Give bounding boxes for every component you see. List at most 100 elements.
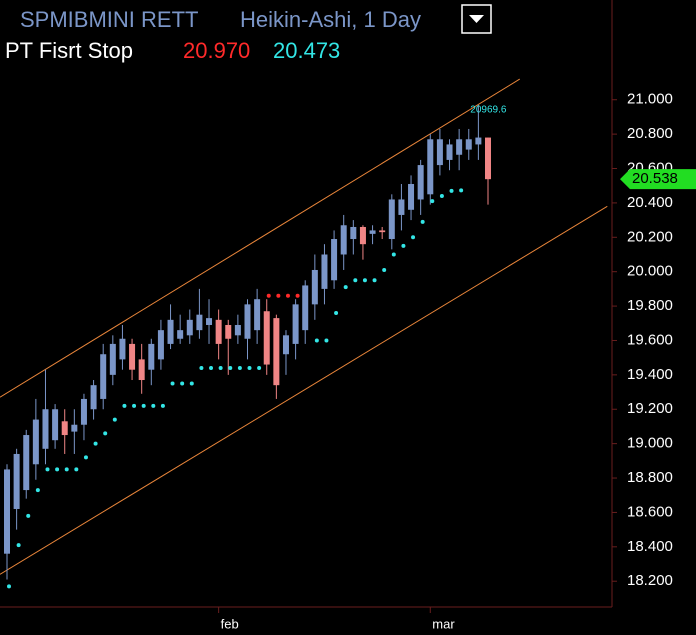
dropdown-button[interactable] <box>461 4 492 34</box>
stop-dot <box>411 235 416 240</box>
stop-dot <box>266 293 271 298</box>
candle-body <box>379 230 386 233</box>
candle-body <box>13 453 20 509</box>
y-tick-label: 19.400 <box>627 366 673 383</box>
y-tick-label: 18.800 <box>627 469 673 486</box>
stop-dot <box>459 188 464 193</box>
candle-body <box>186 319 193 336</box>
candle-body <box>475 137 482 145</box>
candle-body <box>167 319 174 344</box>
candle-body <box>129 343 136 370</box>
stop-dot <box>324 338 329 343</box>
stop-dot <box>74 467 79 472</box>
stop-dot <box>353 278 358 283</box>
stop-dot <box>160 403 165 408</box>
stop-dot <box>343 285 348 290</box>
candle-body <box>263 311 270 365</box>
candle-body <box>456 139 463 155</box>
candle-body <box>398 199 405 215</box>
candle-body <box>148 343 155 370</box>
stop-dot <box>247 365 252 370</box>
y-tick-label: 20.800 <box>627 125 673 142</box>
candle-body <box>465 139 472 150</box>
stop-dot <box>218 365 223 370</box>
y-tick-label: 19.200 <box>627 400 673 417</box>
stop-dot <box>112 417 117 422</box>
stop-dot <box>55 467 60 472</box>
last-price-label: 20.538 <box>632 170 678 187</box>
candle-body <box>311 269 318 305</box>
stop-dot <box>132 403 137 408</box>
stop-dot <box>45 467 50 472</box>
candle-body <box>282 335 289 355</box>
candle-body <box>177 330 184 339</box>
candle-body <box>157 330 164 360</box>
candle-body <box>138 359 145 381</box>
stop-dot <box>35 488 40 493</box>
candle-body <box>340 225 347 255</box>
candle-body <box>196 314 203 331</box>
stop-dot <box>439 194 444 199</box>
chart-title: SPMIBMINI RETT <box>20 7 198 32</box>
y-tick-label: 20.400 <box>627 194 673 211</box>
candle-body <box>119 338 126 360</box>
stop-dot <box>391 252 396 257</box>
dropdown-box[interactable] <box>461 4 492 34</box>
candle-body <box>331 239 338 281</box>
candle-body <box>446 144 453 160</box>
last-price-tag <box>620 169 696 190</box>
x-tick-label: feb <box>221 616 239 631</box>
stop-dot <box>430 199 435 204</box>
candle-body <box>408 183 415 210</box>
candle-body <box>4 469 10 554</box>
candle-body <box>273 318 280 386</box>
stop-dot <box>209 365 214 370</box>
candle-body <box>23 435 30 491</box>
candle-body <box>369 230 376 234</box>
candle-body <box>71 424 78 432</box>
candle-body <box>359 226 366 245</box>
candle-body <box>321 254 328 289</box>
y-tick-label: 19.800 <box>627 297 673 314</box>
stop-dot <box>7 584 11 589</box>
stop-dot <box>170 381 175 386</box>
candle-body <box>206 318 213 325</box>
stop-dot <box>295 293 300 298</box>
stop-dot <box>103 431 108 436</box>
channel-line <box>0 205 608 575</box>
candle-body <box>292 304 299 344</box>
stop-dot <box>199 365 204 370</box>
legend-lower: 20.473 <box>273 38 340 63</box>
stop-dot <box>16 543 21 548</box>
stop-dot <box>449 188 454 193</box>
stop-dot <box>401 243 406 248</box>
candle-body <box>100 354 107 399</box>
y-tick-label: 20.200 <box>627 228 673 245</box>
stop-dot <box>372 278 377 283</box>
y-tick-label: 18.600 <box>627 503 673 520</box>
candle-body <box>244 304 251 339</box>
stop-dot <box>180 381 185 386</box>
candle-body <box>485 137 491 180</box>
candle-body <box>90 385 97 410</box>
candle-body <box>225 324 232 339</box>
chart-subtitle: Heikin-Ashi, 1 Day <box>240 7 421 32</box>
candle-body <box>254 299 261 331</box>
stop-dot <box>228 365 233 370</box>
stop-dot <box>122 403 127 408</box>
candle-body <box>215 319 222 344</box>
y-tick-label: 19.600 <box>627 331 673 348</box>
stop-dot <box>420 219 425 224</box>
x-tick-label: mar <box>432 616 455 631</box>
candle-body <box>109 343 116 375</box>
candle-body <box>234 324 241 336</box>
stop-dot <box>93 441 98 446</box>
candle-body <box>52 409 59 441</box>
stop-dot <box>26 513 31 518</box>
stop-dot <box>237 365 242 370</box>
y-tick-label: 20.000 <box>627 263 673 280</box>
candle-body <box>388 199 395 240</box>
dropdown-arrow[interactable] <box>469 15 484 23</box>
